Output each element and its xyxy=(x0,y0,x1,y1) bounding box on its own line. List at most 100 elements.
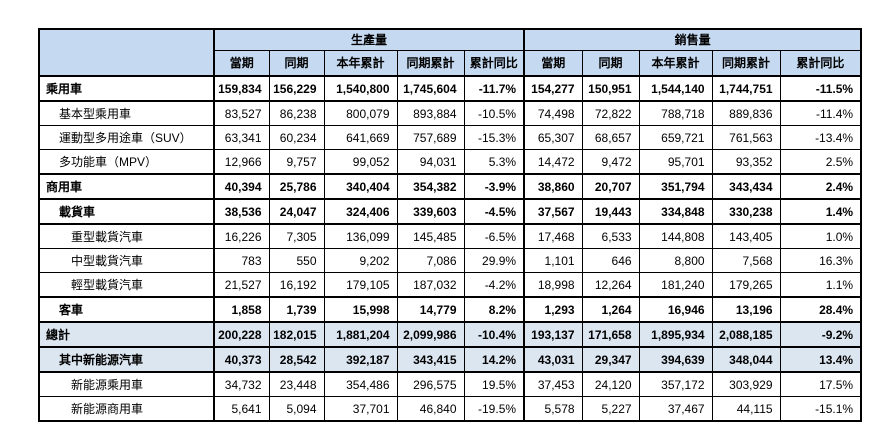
sales-value-cell: 181,240 xyxy=(638,272,713,298)
production-value-cell: 38,536 xyxy=(213,198,270,225)
sales-value-cell: 193,137 xyxy=(523,321,583,348)
table-row: 乘用車 159,834 156,229 1,540,800 1,745,604 -11.7… xyxy=(38,75,862,102)
production-value-cell: 1,858 xyxy=(213,296,270,323)
sales-value-cell: 1,101 xyxy=(523,248,583,273)
sales-value-cell: 16.3% xyxy=(779,248,862,273)
sales-value-cell: 889,836 xyxy=(711,100,781,126)
production-value-cell: -6.5% xyxy=(463,223,525,249)
production-value-cell: 99,052 xyxy=(323,149,398,175)
production-value-cell: 7,305 xyxy=(268,223,325,249)
column-header: 累計同比 xyxy=(779,50,862,77)
table-row: 新能源乘用車 34,732 23,448 354,486 296,575 19.5% 37,… xyxy=(38,371,862,397)
column-header: 本年累計 xyxy=(638,50,713,77)
sales-value-cell: 144,808 xyxy=(638,223,713,249)
sales-group-header: 銷售量 xyxy=(523,28,862,51)
sales-value-cell: 37,467 xyxy=(638,396,713,422)
sales-value-cell: 154,277 xyxy=(523,75,583,102)
table-row: 總計 200,228 182,015 1,881,204 2,099,986 -10.4%… xyxy=(38,321,862,348)
sales-value-cell: 330,238 xyxy=(711,198,781,225)
sales-value-cell: 95,701 xyxy=(638,149,713,175)
row-label: 新能源商用車 xyxy=(38,396,215,422)
production-value-cell: -10.5% xyxy=(463,100,525,126)
production-value-cell: 757,689 xyxy=(396,125,465,150)
sales-value-cell: 24,120 xyxy=(581,371,640,397)
production-value-cell: -3.9% xyxy=(463,173,525,200)
sales-value-cell: 20,707 xyxy=(581,173,640,200)
production-value-cell: 1,745,604 xyxy=(396,75,465,102)
sales-value-cell: 44,115 xyxy=(711,396,781,422)
production-value-cell: -15.3% xyxy=(463,125,525,150)
production-group-header: 生產量 xyxy=(212,28,525,51)
production-value-cell: 25,786 xyxy=(268,173,325,200)
production-value-cell: 46,840 xyxy=(396,396,465,422)
sales-value-cell: 6,533 xyxy=(581,223,640,249)
sales-value-cell: 93,352 xyxy=(711,149,781,175)
production-value-cell: 15,998 xyxy=(323,296,398,323)
sales-value-cell: -11.5% xyxy=(779,75,862,102)
production-value-cell: 14,779 xyxy=(396,296,465,323)
production-value-cell: 2,099,986 xyxy=(396,321,465,348)
sales-value-cell: 1,544,140 xyxy=(638,75,713,102)
table-row: 多功能車（MPV） 12,966 9,757 99,052 94,031 5.3% 14,4… xyxy=(38,149,862,175)
production-value-cell: 21,527 xyxy=(213,272,270,298)
production-value-cell: 37,701 xyxy=(323,396,398,422)
production-value-cell: 550 xyxy=(268,248,325,273)
sales-value-cell: 8,800 xyxy=(638,248,713,273)
sales-value-cell: 1.0% xyxy=(779,223,862,249)
production-value-cell: 94,031 xyxy=(396,149,465,175)
production-value-cell: 28,542 xyxy=(268,346,325,373)
production-value-cell: 893,884 xyxy=(396,100,465,126)
sales-value-cell: 17.5% xyxy=(779,371,862,397)
column-header-row: 當期 同期 本年累計 同期累計 累計同比 當期 同期 本年累計 同期累計 累計同比 xyxy=(39,50,862,77)
sales-value-cell: -11.4% xyxy=(779,100,862,126)
row-label: 客車 xyxy=(38,296,215,323)
sales-value-cell: 1,293 xyxy=(523,296,583,323)
production-value-cell: 340,404 xyxy=(323,173,398,200)
production-value-cell: -4.5% xyxy=(463,198,525,225)
production-value-cell: 19.5% xyxy=(463,371,525,397)
production-value-cell: 145,485 xyxy=(396,223,465,249)
table-row: 基本型乘用車 83,527 86,238 800,079 893,884 -10.5% 74… xyxy=(38,100,862,126)
production-value-cell: 83,527 xyxy=(213,100,270,126)
sales-value-cell: 788,718 xyxy=(638,100,713,126)
column-header: 同期累計 xyxy=(396,50,465,77)
production-value-cell: 63,341 xyxy=(213,125,270,150)
sales-value-cell: 28.4% xyxy=(779,296,862,323)
production-value-cell: 296,575 xyxy=(396,371,465,397)
production-value-cell: 23,448 xyxy=(268,371,325,397)
sales-value-cell: 334,848 xyxy=(638,198,713,225)
production-value-cell: 5,641 xyxy=(213,396,270,422)
sales-value-cell: 343,434 xyxy=(711,173,781,200)
sales-value-cell: 357,172 xyxy=(638,371,713,397)
sales-value-cell: 17,468 xyxy=(523,223,583,249)
production-value-cell: 8.2% xyxy=(463,296,525,323)
column-header: 同期 xyxy=(581,50,640,77)
sales-value-cell: 1.4% xyxy=(779,198,862,225)
production-value-cell: -10.4% xyxy=(463,321,525,348)
row-label: 重型載貨汽車 xyxy=(38,223,215,249)
sales-value-cell: 761,563 xyxy=(711,125,781,150)
row-label: 基本型乘用車 xyxy=(38,100,215,126)
corner-cell xyxy=(38,28,215,77)
production-value-cell: -4.2% xyxy=(463,272,525,298)
sales-value-cell: 65,307 xyxy=(523,125,583,150)
production-value-cell: 60,234 xyxy=(268,125,325,150)
production-value-cell: 1,739 xyxy=(268,296,325,323)
production-value-cell: 343,415 xyxy=(396,346,465,373)
table-row: 載貨車 38,536 24,047 324,406 339,603 -4.5% 37,567… xyxy=(38,198,862,225)
sales-value-cell: 1,895,934 xyxy=(638,321,713,348)
sales-value-cell: 16,946 xyxy=(638,296,713,323)
sales-value-cell: 348,044 xyxy=(711,346,781,373)
row-label: 中型載貨汽車 xyxy=(38,248,215,273)
sales-value-cell: 2.5% xyxy=(779,149,862,175)
production-value-cell: 179,105 xyxy=(323,272,398,298)
table-row: 重型載貨汽車 16,226 7,305 136,099 145,485 -6.5% 17,4… xyxy=(38,223,862,249)
sales-value-cell: 5,227 xyxy=(581,396,640,422)
production-value-cell: 9,757 xyxy=(268,149,325,175)
row-label: 總計 xyxy=(38,321,215,348)
production-value-cell: 86,238 xyxy=(268,100,325,126)
sales-value-cell: 12,264 xyxy=(581,272,640,298)
vehicle-production-sales-table: 生產量 銷售量 當期 同期 本年累計 同期累計 累計同比 當期 同期 本年累計 同期累計 累計同比… xyxy=(38,28,863,422)
sales-value-cell: 37,453 xyxy=(523,371,583,397)
